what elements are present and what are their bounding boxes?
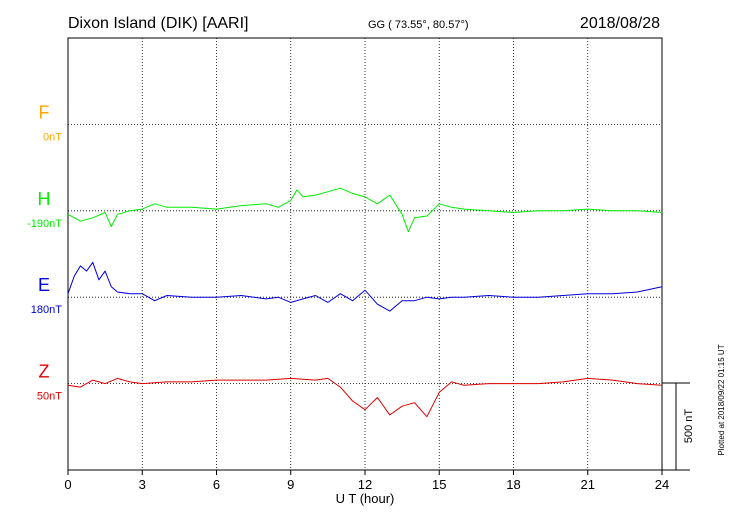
scale-bar: 500 nT <box>662 382 695 471</box>
grid <box>68 38 662 470</box>
x-tick-label: 24 <box>655 477 669 492</box>
x-tick-label: 0 <box>64 477 71 492</box>
x-tick-label: 9 <box>287 477 294 492</box>
trace-h <box>67 187 663 233</box>
x-tick-label: 6 <box>213 477 220 492</box>
x-tick-label: 15 <box>432 477 446 492</box>
series-label-f: F <box>39 102 50 122</box>
x-tick-label: 18 <box>506 477 520 492</box>
scale-bar-label: 500 nT <box>683 409 695 444</box>
baseline-label-z: 50nT <box>37 391 62 403</box>
series-label-z: Z <box>39 362 50 382</box>
x-axis-label: U T (hour) <box>336 491 395 506</box>
date-label: 2018/08/28 <box>580 15 660 32</box>
series-label-h: H <box>38 189 51 209</box>
plotted-timestamp: Plotted at 2018/09/22 01:15 UT <box>717 344 726 455</box>
baseline-label-e: 180nT <box>31 304 62 316</box>
x-tick-label: 12 <box>358 477 372 492</box>
baseline-label-h: -190nT <box>27 218 62 230</box>
trace-e <box>67 261 663 312</box>
station-coordinates: GG ( 73.55°, 80.57°) <box>368 19 469 31</box>
series-label-e: E <box>38 275 50 295</box>
trace-z <box>67 377 663 418</box>
baseline-label-f: 0nT <box>43 131 62 143</box>
x-tick-label: 21 <box>581 477 595 492</box>
component-labels: F 0nT H -190nT E 180nT Z 50nT <box>27 102 62 402</box>
x-axis: 0 3 6 9 12 15 18 21 24 <box>64 470 669 492</box>
traces <box>67 187 663 418</box>
station-title: Dixon Island (DIK) [AARI] <box>68 15 249 32</box>
x-tick-label: 3 <box>139 477 146 492</box>
